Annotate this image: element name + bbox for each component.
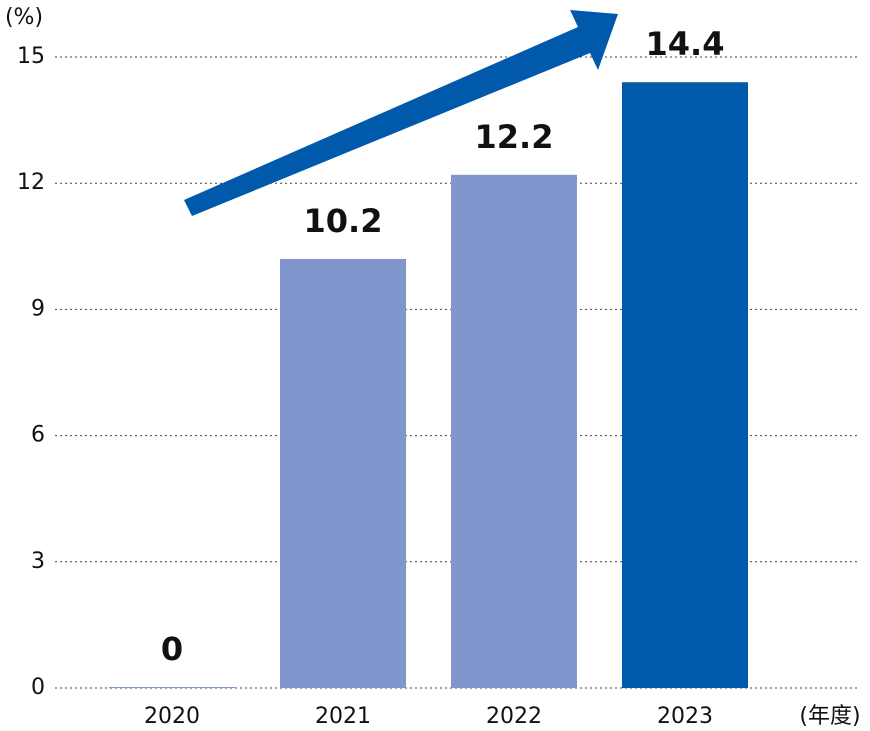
y-tick-label: 15	[17, 44, 45, 69]
y-tick-label: 12	[17, 170, 45, 195]
y-tick-label: 6	[31, 423, 45, 448]
bar	[109, 687, 235, 688]
value-label: 0	[161, 630, 183, 668]
bar	[451, 174, 577, 688]
y-tick-label: 9	[31, 296, 45, 321]
bar	[622, 82, 748, 689]
x-tick-label: 2020	[144, 704, 200, 729]
x-tick-label: 2023	[657, 704, 713, 729]
value-label: 12.2	[475, 118, 554, 156]
y-tick-label: 0	[31, 675, 45, 700]
x-tick-label: 2022	[486, 704, 542, 729]
trend-arrow	[184, 10, 618, 216]
y-axis-label: (%)	[5, 5, 43, 30]
x-tick-label: 2021	[315, 704, 371, 729]
bars	[109, 82, 748, 689]
x-axis-label: (年度)	[799, 704, 860, 729]
value-label: 14.4	[646, 25, 725, 63]
value-label: 10.2	[304, 202, 383, 240]
y-tick-label: 3	[31, 549, 45, 574]
bar	[280, 258, 406, 688]
